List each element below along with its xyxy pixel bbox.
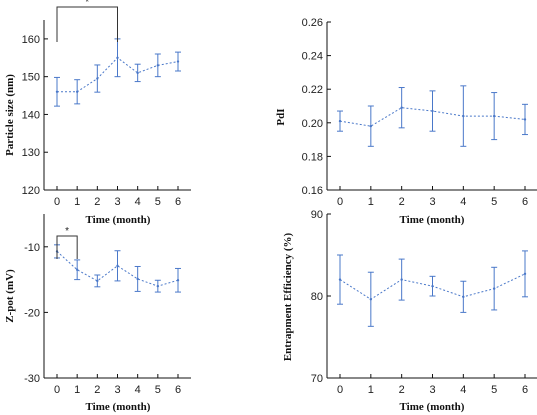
x-tick-label-entrapment-efficiency: 5 [491,384,497,396]
x-tick-label-pdi: 3 [429,196,435,208]
y-tick-label-pdi: 0.18 [302,151,323,163]
y-tick-label-pdi: 0.16 [302,185,323,197]
y-tick-label-zeta-potential: -20 [24,307,40,319]
x-tick-label-entrapment-efficiency: 1 [368,384,374,396]
plot-area-pdi: 0.16 0.18 0.20 0.22 0.24 0.26 0 1 2 3 4 5 6 [302,17,537,208]
data-point-particle-size [55,90,59,93]
significance-star-particle-size: * [85,0,89,8]
x-axis-label-particle-size: Time (month) [86,214,151,226]
x-tick-label-particle-size: 3 [114,196,120,208]
data-point-zeta-potential [156,284,160,288]
x-tick-label-entrapment-efficiency: 4 [460,384,466,396]
x-tick-label-particle-size: 6 [175,196,181,208]
x-tick-label-particle-size: 2 [94,196,100,208]
panel-particle-size: 120 130 140 150 160 0 1 2 3 4 5 6 * Particle size (n… [4,0,191,226]
y-tick-label-particle-size: 150 [22,72,40,84]
x-tick-label-zeta-potential: 4 [135,384,141,396]
y-tick-label-particle-size: 140 [22,109,40,121]
x-tick-label-pdi: 1 [368,196,374,208]
data-point-entrapment-efficiency [338,278,342,281]
plot-area-particle-size: 120 130 140 150 160 0 1 2 3 4 5 6 * [22,0,191,208]
data-point-entrapment-efficiency [431,284,434,288]
x-tick-label-zeta-potential: 5 [155,384,161,396]
data-point-entrapment-efficiency [523,272,527,276]
data-point-pdi [462,114,465,118]
x-tick-label-entrapment-efficiency: 3 [429,384,435,396]
x-tick-label-pdi: 2 [399,196,405,208]
data-point-pdi [492,114,496,118]
data-point-particle-size [75,90,79,93]
x-tick-label-pdi: 6 [522,196,528,208]
data-point-entrapment-efficiency [400,278,403,281]
panel-zeta-potential: -30 -20 -10 0 1 2 3 4 5 6 * Z-pot (mV) Time (month… [4,214,191,413]
data-point-zeta-potential [96,279,99,283]
x-axis-label-zeta-potential: Time (month) [86,401,151,413]
y-tick-label-particle-size: 120 [22,185,40,197]
x-tick-label-zeta-potential: 1 [74,384,80,396]
y-tick-label-zeta-potential: -30 [24,373,40,385]
x-tick-label-pdi: 4 [460,196,466,208]
data-point-entrapment-efficiency [369,298,373,301]
data-point-pdi [431,109,434,113]
y-tick-label-particle-size: 160 [22,34,40,46]
data-point-pdi [338,119,342,123]
data-point-particle-size [176,60,180,63]
x-axis-label-entrapment-efficiency: Time (month) [400,401,465,413]
x-tick-label-entrapment-efficiency: 6 [522,384,528,396]
x-tick-label-particle-size: 4 [135,196,141,208]
x-tick-label-entrapment-efficiency: 0 [337,384,343,396]
x-tick-label-entrapment-efficiency: 2 [399,384,405,396]
data-point-particle-size [116,56,119,59]
data-point-pdi [400,106,403,109]
data-point-zeta-potential [75,268,79,271]
x-axis-label-pdi: Time (month) [400,214,465,226]
y-axis-label-pdi: PdI [275,108,287,125]
significance-star-zeta-potential: * [65,226,69,237]
y-tick-label-pdi: 0.26 [302,17,323,29]
data-point-particle-size [136,71,139,75]
y-tick-label-pdi: 0.24 [302,51,323,63]
y-tick-label-zeta-potential: -10 [24,242,40,254]
y-tick-label-entrapment-efficiency: 90 [311,209,323,221]
x-tick-label-particle-size: 0 [54,196,60,208]
y-tick-label-pdi: 0.20 [302,118,323,130]
data-point-entrapment-efficiency [492,287,496,290]
y-tick-label-pdi: 0.22 [302,84,323,96]
data-point-zeta-potential [176,279,180,282]
plot-area-zeta-potential: -30 -20 -10 0 1 2 3 4 5 6 * [24,214,191,396]
data-point-particle-size [96,77,99,80]
y-axis-label-particle-size: Particle size (nm) [4,74,16,156]
significance-bracket-particle-size [56,6,118,42]
significance-bracket-zeta-potential [56,235,78,259]
y-tick-label-entrapment-efficiency: 70 [311,373,323,385]
y-axis-label-entrapment-efficiency: Entrapment Efficiency (%) [282,233,294,362]
x-tick-label-particle-size: 5 [155,196,161,208]
x-tick-label-pdi: 5 [491,196,497,208]
panel-pdi: 0.16 0.18 0.20 0.22 0.24 0.26 0 1 2 3 4 5 6 PdI Time… [275,17,537,226]
y-axis-label-zeta-potential: Z-pot (mV) [4,269,16,323]
y-tick-label-particle-size: 130 [22,147,40,159]
data-point-zeta-potential [116,264,119,268]
data-point-zeta-potential [136,277,139,281]
x-tick-label-zeta-potential: 0 [54,384,60,396]
x-tick-label-zeta-potential: 6 [175,384,181,396]
x-tick-label-particle-size: 1 [74,196,80,208]
plot-area-entrapment-efficiency: 70 80 90 0 1 2 3 4 5 6 [311,209,537,396]
x-tick-label-pdi: 0 [337,196,343,208]
x-tick-label-zeta-potential: 3 [114,384,120,396]
data-point-particle-size [156,64,160,67]
data-point-pdi [369,124,373,128]
x-tick-label-zeta-potential: 2 [94,384,100,396]
data-point-pdi [523,118,527,121]
data-point-entrapment-efficiency [462,295,465,299]
y-tick-label-entrapment-efficiency: 80 [311,291,323,303]
